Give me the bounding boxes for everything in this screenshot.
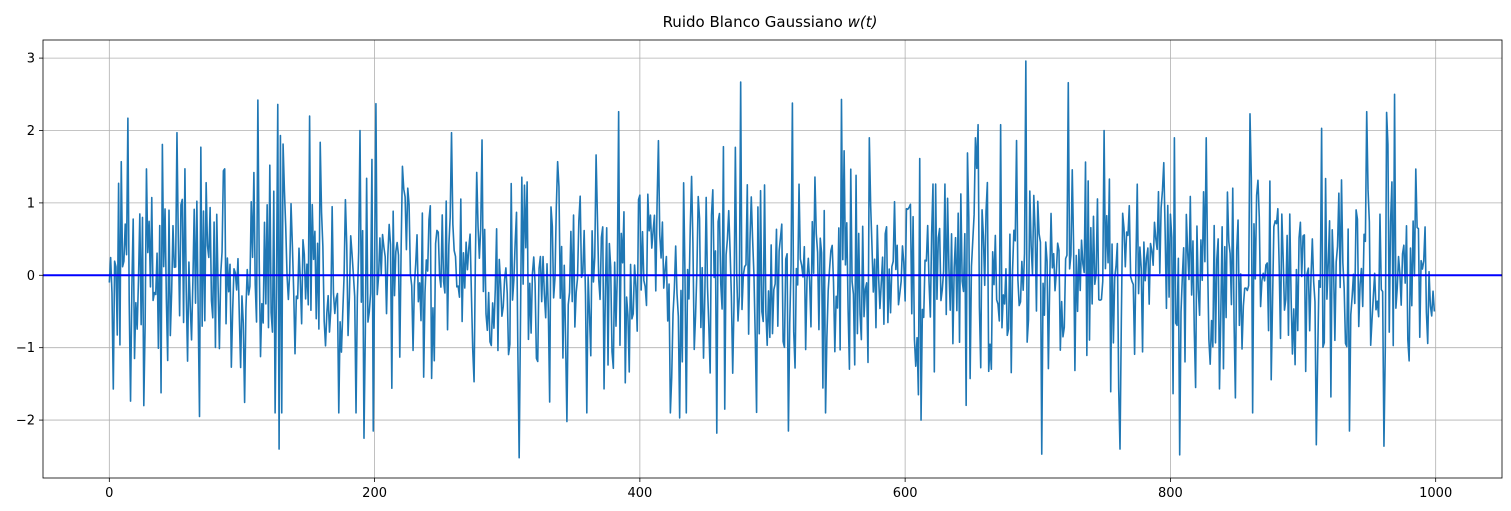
x-tick-label: 0 [105, 486, 113, 501]
y-tick-label: −1 [16, 341, 35, 356]
ticks: 0 200 400 600 800 1000 −2 −1 0 1 2 3 [16, 52, 1452, 501]
x-tick-label: 600 [893, 486, 918, 501]
x-tick-label: 200 [362, 486, 387, 501]
y-tick-label: 2 [27, 124, 35, 139]
x-tick-label: 1000 [1419, 486, 1452, 501]
x-tick-label: 800 [1158, 486, 1183, 501]
chart-title-text: Ruido Blanco Gaussiano [663, 13, 848, 31]
plot-area [43, 60, 1502, 459]
chart-title-math: w(t) [848, 13, 878, 31]
x-tick-label: 400 [627, 486, 652, 501]
y-tick-label: −2 [16, 414, 35, 429]
series-line-noise [108, 60, 1436, 459]
axes-frame [42, 39, 1503, 479]
chart-title: Ruido Blanco Gaussiano w(t) [663, 13, 878, 31]
y-tick-label: 1 [27, 196, 35, 211]
y-tick-label: 3 [27, 52, 35, 67]
y-tick-label: 0 [27, 269, 35, 284]
